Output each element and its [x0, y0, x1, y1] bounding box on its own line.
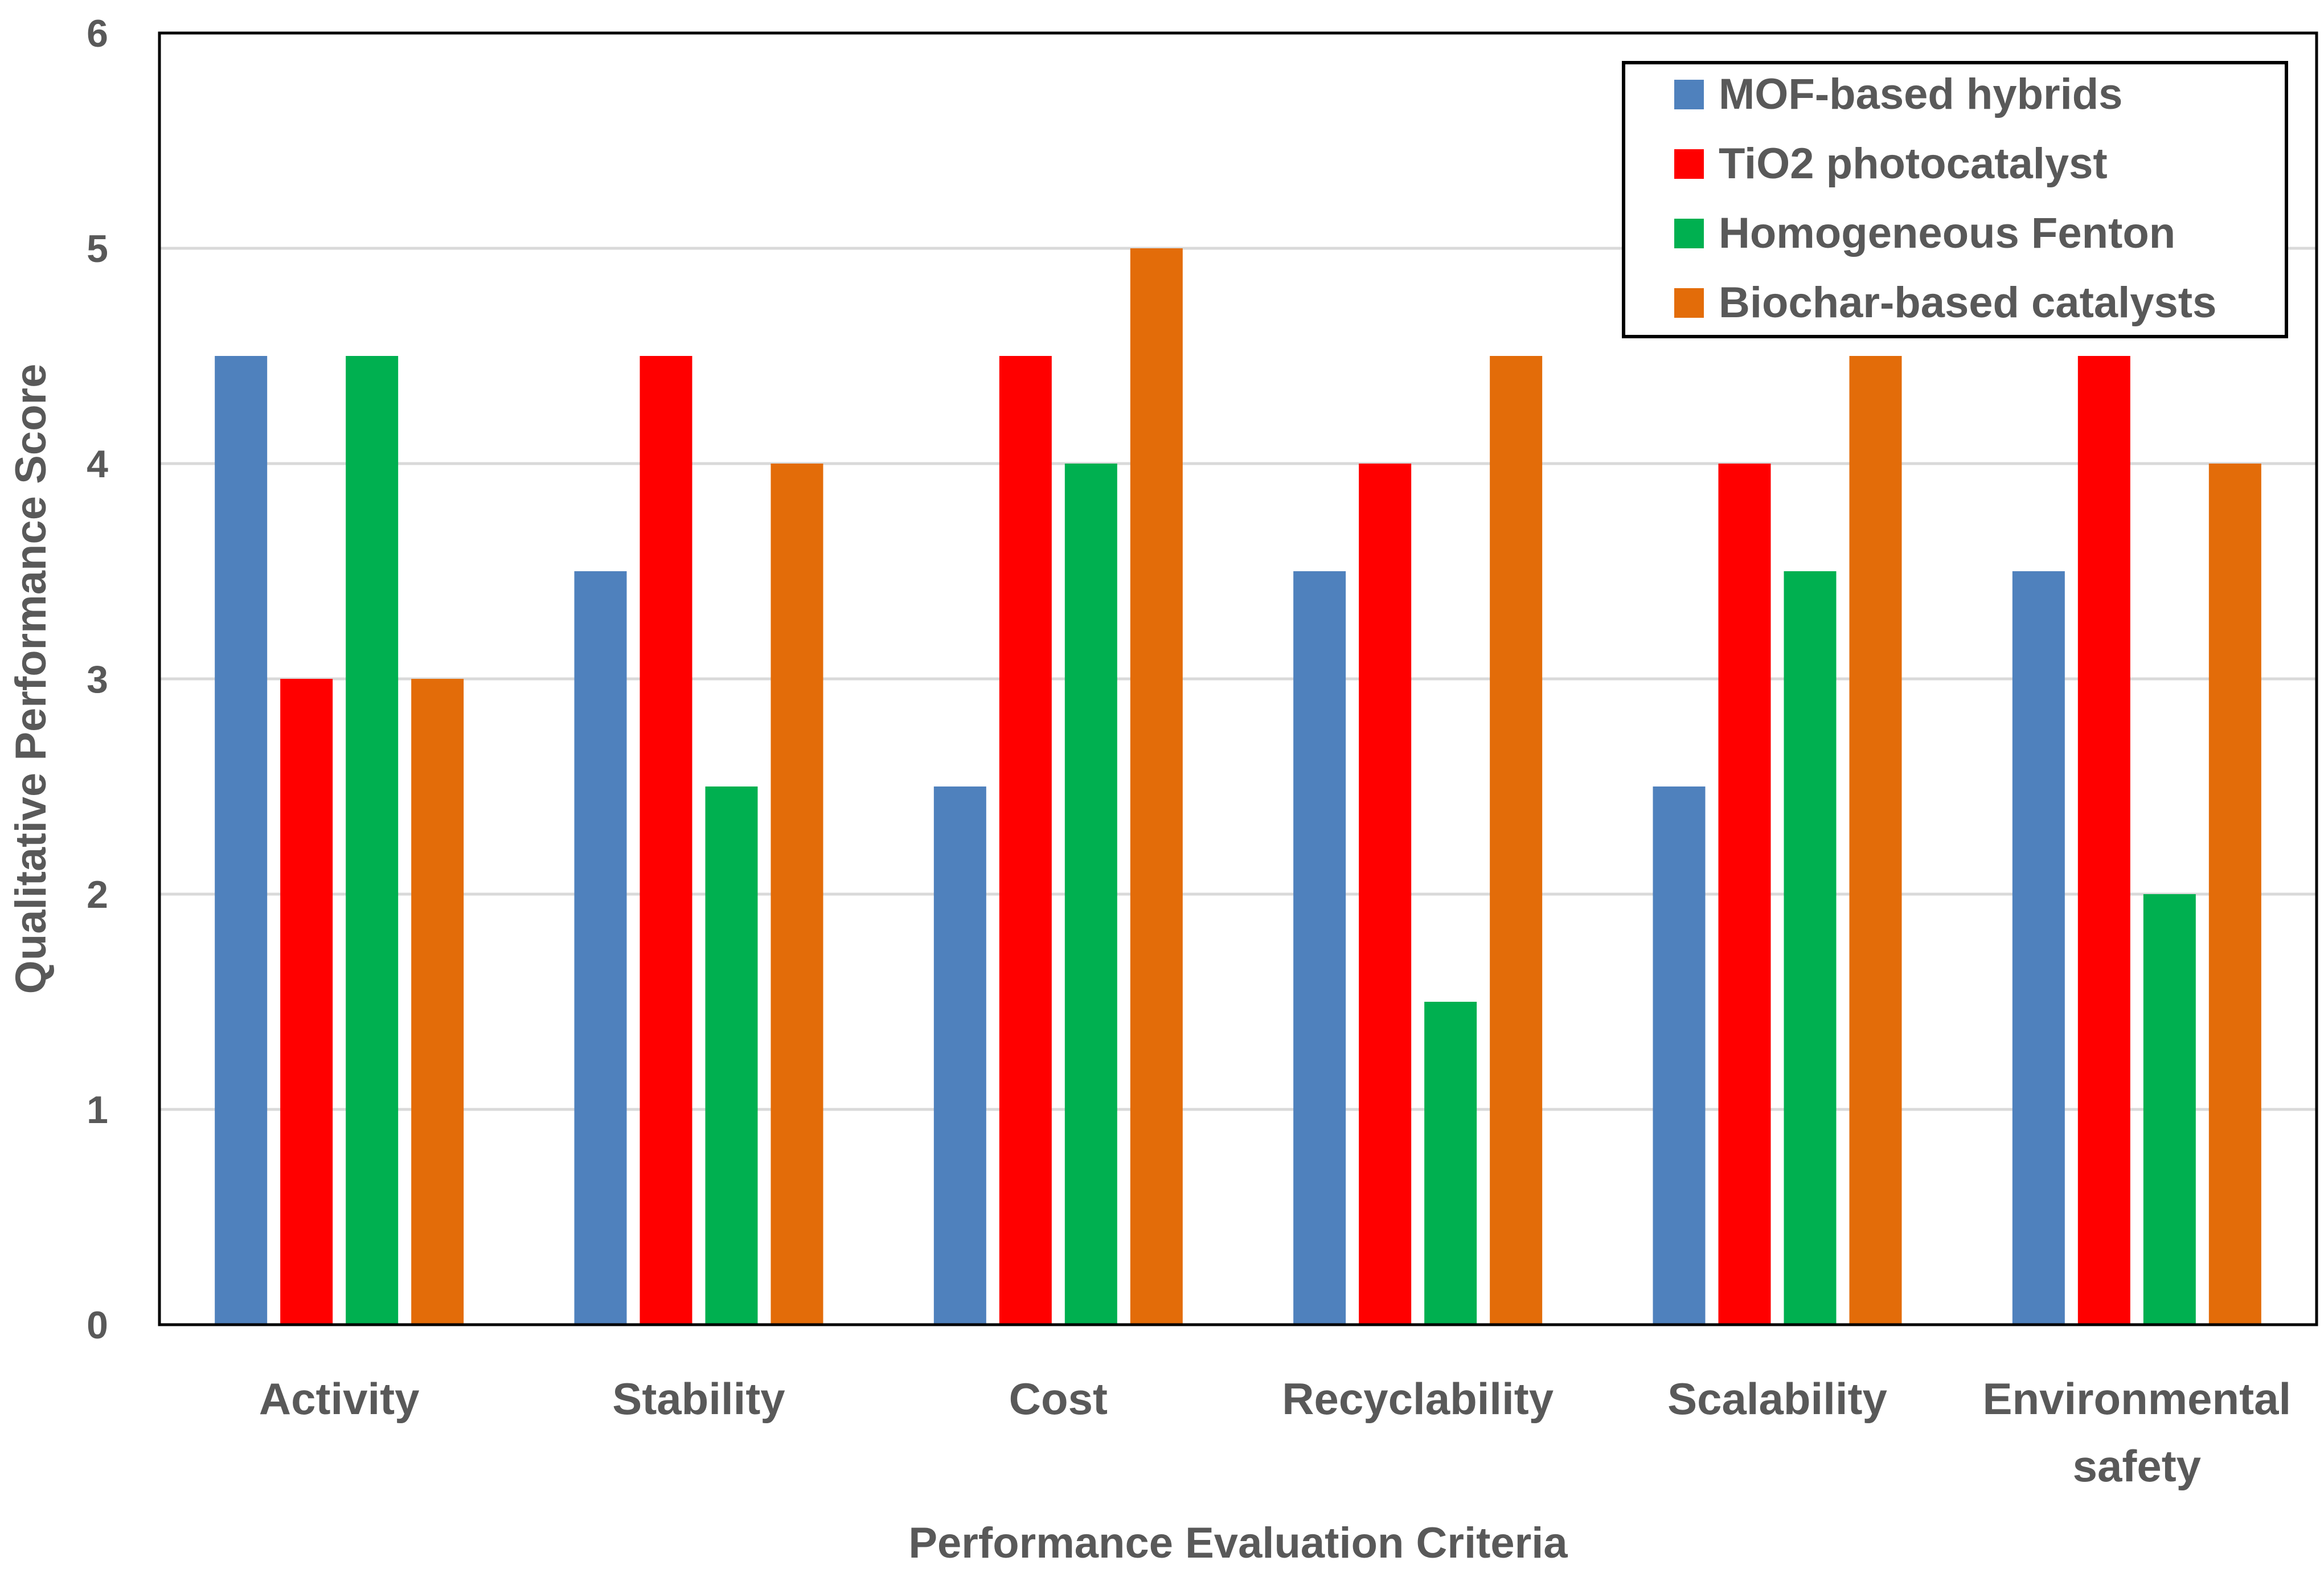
- y-tick-label: 2: [87, 873, 108, 916]
- legend-box: [1622, 61, 2288, 338]
- x-category-label: safety: [2073, 1441, 2201, 1491]
- bar-biochar-based-catalysts-0: [411, 679, 464, 1325]
- y-tick-label: 5: [87, 227, 108, 271]
- bar-biochar-based-catalysts-5: [2208, 464, 2261, 1325]
- x-axis-title: Performance Evaluation Criteria: [908, 1519, 1568, 1567]
- y-axis-title: Qualitative Performance Score: [7, 364, 55, 994]
- y-tick-label: 6: [87, 12, 108, 55]
- bar-homogeneous-fenton-4: [1784, 571, 1837, 1325]
- bar-tio2-photocatalyst-2: [999, 356, 1052, 1325]
- x-category-label: Scalability: [1667, 1374, 1887, 1424]
- bar-mof-based-hybrids-4: [1653, 786, 1706, 1325]
- bar-mof-based-hybrids-1: [574, 571, 627, 1325]
- gridlines: [159, 247, 2317, 1326]
- bar-tio2-photocatalyst-3: [1359, 464, 1412, 1325]
- bar-tio2-photocatalyst-1: [640, 356, 692, 1325]
- x-category-label: Recyclability: [1282, 1374, 1554, 1424]
- legend-label: TiO2 photocatalyst: [1719, 140, 2108, 188]
- bar-biochar-based-catalysts-4: [1849, 356, 1902, 1325]
- bar-biochar-based-catalysts-2: [1130, 248, 1183, 1325]
- plot-area-border: [158, 31, 2318, 1326]
- legend-label: Biochar-based catalysts: [1719, 278, 2216, 327]
- y-tick-label: 1: [87, 1088, 108, 1132]
- bar-homogeneous-fenton-3: [1424, 1002, 1477, 1325]
- bar-tio2-photocatalyst-0: [280, 679, 333, 1325]
- y-tick-label: 4: [87, 443, 108, 486]
- bar-homogeneous-fenton-1: [705, 786, 758, 1325]
- legend-swatch: [1674, 219, 1704, 248]
- bar-tio2-photocatalyst-5: [2077, 356, 2130, 1325]
- x-category-label: Stability: [612, 1374, 785, 1424]
- bar-homogeneous-fenton-5: [2143, 894, 2196, 1325]
- x-category-label: Cost: [1009, 1374, 1108, 1424]
- x-category-labels: Activity Stability Cost Recyclability Scalab…: [259, 1374, 2291, 1491]
- x-category-label: Activity: [259, 1374, 420, 1424]
- legend-swatch: [1674, 288, 1704, 318]
- y-tick-label: 0: [87, 1304, 108, 1347]
- legend-swatch: [1674, 149, 1704, 179]
- bar-mof-based-hybrids-2: [933, 786, 986, 1325]
- y-tick-label: 3: [87, 658, 108, 701]
- bar-homogeneous-fenton-0: [346, 356, 399, 1325]
- bar-mof-based-hybrids-0: [215, 356, 268, 1325]
- bar-tio2-photocatalyst-4: [1718, 464, 1771, 1325]
- bar-homogeneous-fenton-2: [1064, 464, 1117, 1325]
- bar-biochar-based-catalysts-3: [1490, 356, 1543, 1325]
- legend-label: Homogeneous Fenton: [1719, 209, 2175, 257]
- legend-swatch: [1674, 80, 1704, 109]
- bars: [215, 248, 2261, 1325]
- x-category-label: Environmental: [1982, 1374, 2291, 1424]
- bar-mof-based-hybrids-5: [2012, 571, 2065, 1325]
- legend-label: MOF-based hybrids: [1719, 70, 2122, 118]
- bar-mof-based-hybrids-3: [1293, 571, 1346, 1325]
- bar-biochar-based-catalysts-1: [770, 464, 823, 1325]
- legend: MOF-based hybrids TiO2 photocatalyst Homog…: [1622, 61, 2288, 338]
- y-tick-labels: 0 1 2 3 4 5 6: [87, 12, 108, 1347]
